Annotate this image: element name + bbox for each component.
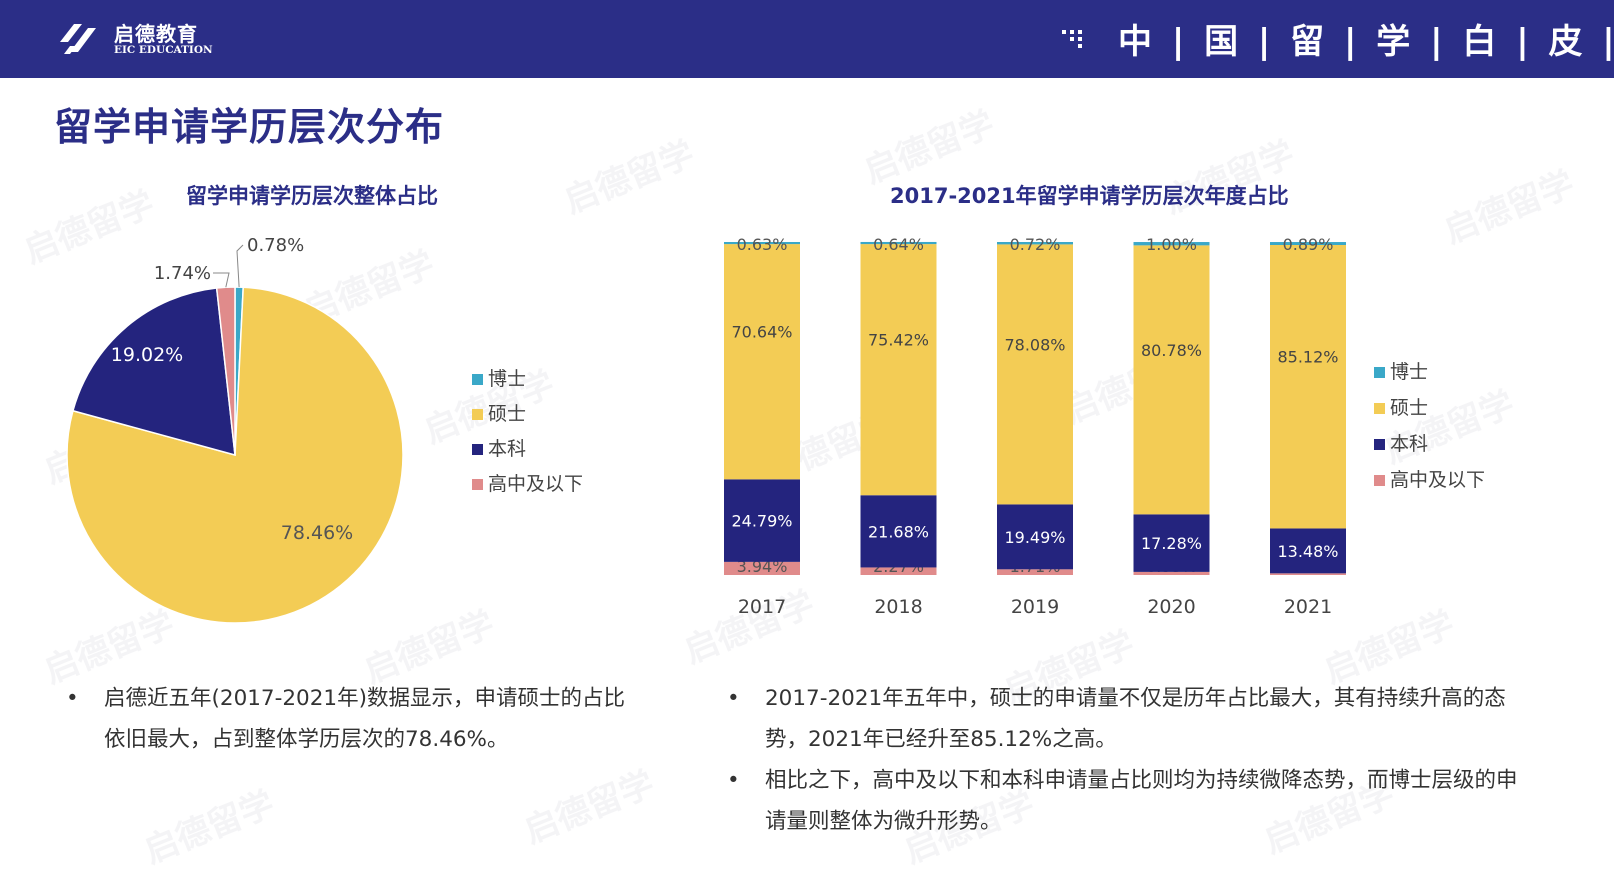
header-title: 中 | 国 | 留 | 学 | 白 | 皮 | 书 — [1118, 22, 1614, 62]
bar-value-label: 19.49% — [1004, 528, 1065, 547]
logo-mark-icon — [60, 24, 96, 54]
legend-swatch — [472, 374, 483, 385]
legend-swatch — [1374, 403, 1385, 414]
note-text: 相比之下，高中及以下和本科申请量占比则均为持续微降态势，而博士层级的申请量则整体… — [765, 768, 1518, 834]
bullet-dot: • — [66, 686, 79, 711]
bar-segment — [1270, 244, 1346, 529]
x-tick-label: 2020 — [1147, 596, 1195, 618]
legend-label: 硕士 — [1390, 397, 1428, 419]
legend-swatch — [472, 409, 483, 420]
bar-value-label: 0.89% — [1283, 235, 1334, 254]
header-bar: 启德教育 EIC EDUCATION 中 | 国 | 留 | 学 | 白 | 皮… — [0, 0, 1614, 78]
bar-value-label: 75.42% — [868, 331, 929, 350]
leader-line — [236, 244, 244, 288]
pie-value-label: 0.78% — [247, 235, 304, 256]
bar-segment — [724, 561, 800, 575]
watermark-text: 启德留学 — [138, 783, 280, 872]
legend-swatch — [1374, 367, 1385, 378]
pie-slice-2 — [72, 287, 236, 457]
pie-value-label: 19.02% — [111, 344, 183, 366]
bar-segment — [724, 242, 800, 245]
pie-value-label: 78.46% — [281, 522, 353, 544]
bar-segment — [724, 244, 800, 480]
legend-swatch — [472, 444, 483, 455]
bar-segment — [997, 244, 1073, 505]
bar-value-label: 0.64% — [873, 235, 924, 254]
legend-label: 博士 — [488, 368, 526, 390]
bar-segment — [997, 569, 1073, 575]
legend-swatch — [472, 479, 483, 490]
bar-segment — [860, 495, 937, 568]
x-tick-label: 2019 — [1011, 596, 1059, 618]
legend-label: 本科 — [1390, 433, 1428, 455]
bar-value-label: 70.64% — [731, 323, 792, 342]
bar-segment — [1270, 573, 1346, 575]
pie-chart-title: 留学申请学历层次整体占比 — [186, 184, 438, 208]
bar-segment — [1133, 242, 1210, 246]
x-tick-label: 2021 — [1284, 596, 1332, 618]
bar-value-label: 78.08% — [1004, 335, 1065, 354]
pie-value-label: 1.74% — [154, 263, 211, 284]
logo-subtext: EIC EDUCATION — [114, 44, 213, 56]
legend-label: 硕士 — [488, 403, 526, 425]
note-item: • 启德近五年(2017-2021年)数据显示，申请硕士的占比依旧最大，占到整体… — [66, 678, 626, 760]
legend-label: 博士 — [1390, 361, 1428, 383]
x-tick-label: 2017 — [738, 596, 786, 618]
left-notes: • 启德近五年(2017-2021年)数据显示，申请硕士的占比依旧最大，占到整体… — [66, 678, 626, 760]
bar-segment — [860, 567, 937, 575]
bullet-dot: • — [727, 768, 740, 793]
legend-label: 高中及以下 — [1390, 469, 1485, 491]
bar-chart-title: 2017-2021年留学申请学历层次年度占比 — [890, 184, 1289, 208]
bar-value-label: 0.63% — [737, 235, 788, 254]
watermark-text: 启德留学 — [518, 763, 660, 852]
bar-value-label: 0.72% — [1010, 235, 1061, 254]
note-item: • 相比之下，高中及以下和本科申请量占比则均为持续微降态势，而博士层级的申请量则… — [727, 760, 1527, 842]
bar-value-label: 1.00% — [1146, 235, 1197, 254]
bar-value-label: 80.78% — [1141, 341, 1202, 360]
bar-value-label: 13.48% — [1277, 542, 1338, 561]
note-text: 启德近五年(2017-2021年)数据显示，申请硕士的占比依旧最大，占到整体学历… — [104, 686, 625, 752]
legend-label: 本科 — [488, 438, 526, 460]
bar-segment — [997, 504, 1073, 570]
legend-swatch — [1374, 439, 1385, 450]
bar-segment — [724, 479, 800, 562]
leader-line — [213, 272, 230, 288]
x-tick-label: 2018 — [874, 596, 922, 618]
logo-text: 启德教育 — [114, 22, 198, 46]
bar-value-label: 24.79% — [731, 512, 792, 531]
bar-segment — [860, 244, 937, 496]
page-title: 留学申请学历层次分布 — [54, 105, 445, 149]
note-item: • 2017-2021年五年中，硕士的申请量不仅是历年占比最大，其有持续升高的态… — [727, 678, 1527, 760]
brand-logo: 启德教育 EIC EDUCATION — [54, 12, 244, 64]
bar-value-label: 17.28% — [1141, 534, 1202, 553]
bullet-dot: • — [727, 686, 740, 711]
stacked-bar-chart: 3.94%24.79%70.64%0.63%20172.27%21.68%75.… — [724, 235, 1485, 618]
bar-segment — [1133, 571, 1210, 575]
legend-swatch — [1374, 475, 1385, 486]
dots-icon — [1062, 30, 1082, 48]
note-text: 2017-2021年五年中，硕士的申请量不仅是历年占比最大，其有持续升高的态势，… — [765, 686, 1506, 752]
bar-value-label: 21.68% — [868, 522, 929, 541]
watermark-text: 启德留学 — [558, 133, 700, 222]
legend-label: 高中及以下 — [488, 473, 583, 495]
watermark-text: 启德留学 — [858, 103, 1000, 192]
bar-segment — [860, 241, 937, 245]
bar-segment — [997, 242, 1073, 245]
right-notes: • 2017-2021年五年中，硕士的申请量不仅是历年占比最大，其有持续升高的态… — [727, 678, 1527, 842]
bar-value-label: 85.12% — [1277, 348, 1338, 367]
bar-segment — [1133, 245, 1210, 515]
bar-segment — [1270, 528, 1346, 574]
bar-segment — [1133, 514, 1210, 572]
bar-segment — [1270, 242, 1346, 245]
